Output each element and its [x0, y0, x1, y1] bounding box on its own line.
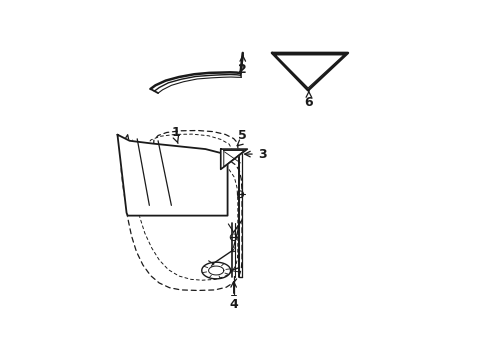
Text: 4: 4 — [229, 298, 238, 311]
Text: 1: 1 — [172, 126, 180, 139]
Text: 3: 3 — [258, 148, 267, 161]
Text: 5: 5 — [239, 129, 247, 142]
Text: 2: 2 — [239, 63, 247, 76]
Polygon shape — [118, 135, 227, 216]
Text: 6: 6 — [304, 96, 313, 109]
Polygon shape — [220, 149, 247, 169]
